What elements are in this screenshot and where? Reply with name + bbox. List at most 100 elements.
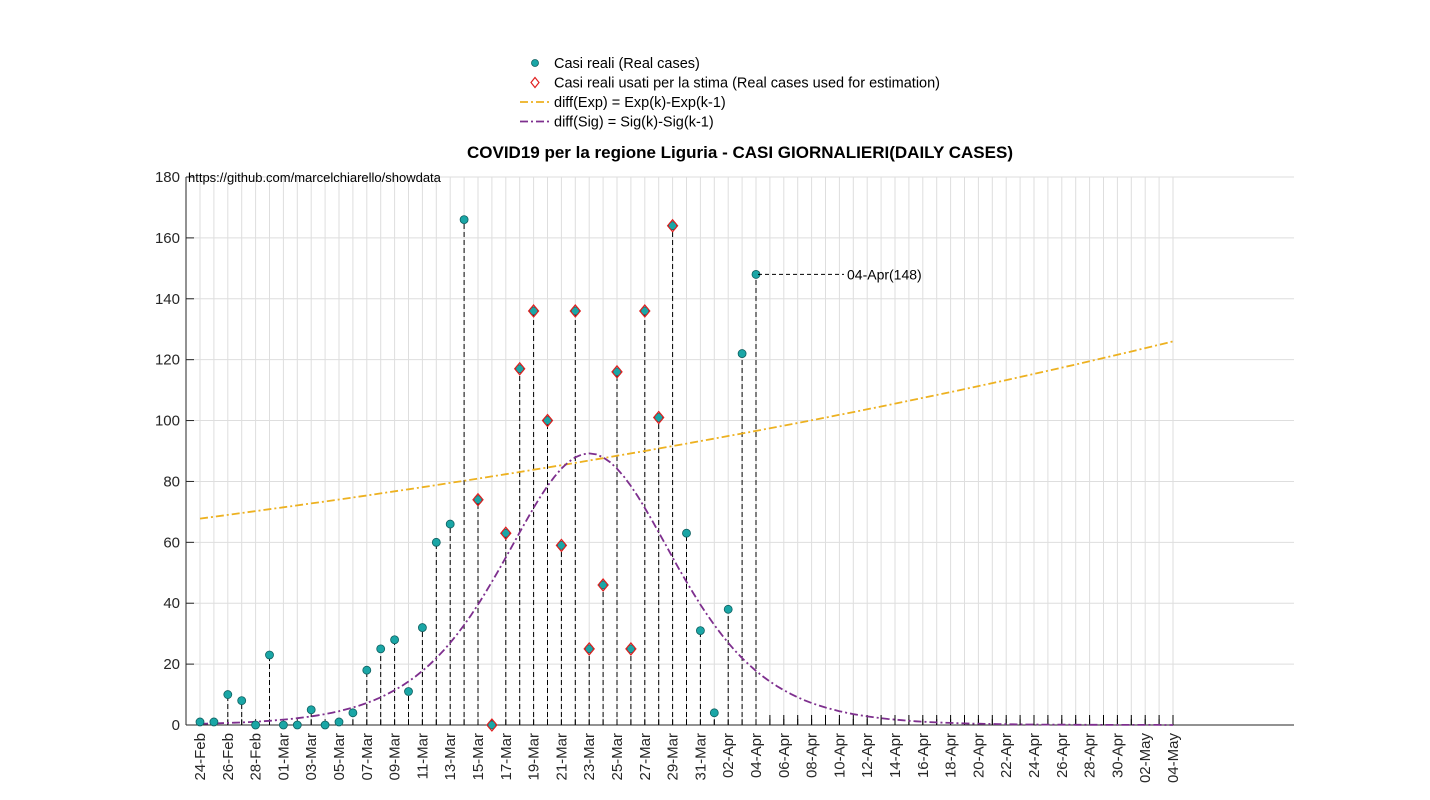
y-tick-label: 80 [163,473,180,490]
y-tick-label: 60 [163,534,180,551]
stems [199,219,1174,725]
real-case-point [195,717,205,727]
real-case-point [251,720,261,730]
real-case-point [487,720,497,730]
x-tick-label: 29-Mar [665,733,682,781]
real-case-point [459,215,469,225]
y-tick-label: 160 [155,230,180,247]
real-case-point [737,349,747,358]
real-case-point [404,687,413,696]
x-tick-label: 27-Mar [637,733,654,781]
estimation-case-marker [639,304,651,318]
fit-curves [199,340,1174,726]
x-tick-label: 17-Mar [498,733,515,781]
real-case-point [473,495,483,505]
real-case-point [668,221,677,231]
real-case-point [431,537,441,547]
real-case-point [598,580,608,590]
estimation-case-marker [527,304,540,318]
x-tick-label: 09-Mar [387,733,404,781]
real-case-point [696,626,705,636]
x-tick-label: 03-Mar [303,733,320,781]
real-case-point [709,708,719,718]
estimation-case-marker [583,641,595,656]
real-case-point [584,644,594,654]
x-tick-label: 23-Mar [581,733,598,781]
estimation-case-marker [486,718,498,732]
x-tick-label: 31-Mar [692,733,709,781]
real-case-point [626,644,636,654]
x-tick-label: 30-Apr [1109,733,1126,778]
y-tick-label: 180 [155,169,180,186]
x-tick-label: 24-Feb [192,733,209,781]
x-tick-label: 04-Apr [748,733,765,778]
real-case-point [209,717,219,727]
sig-curve [199,452,1173,726]
real-case-point [612,367,622,377]
x-tick-label: 12-Apr [859,733,876,778]
real-case-point [417,623,427,632]
estimation-case-marker [555,538,568,553]
x-tick-label: 01-Mar [275,733,292,781]
y-tick-label: 140 [155,291,180,308]
estimation-case-marker [597,578,609,592]
real-case-point [557,540,566,550]
estimation-case-marker [513,361,526,376]
estimation-case-marker [666,218,679,233]
real-case-point [515,364,525,374]
chart-title: COVID19 per la regione Liguria - CASI GI… [467,143,1013,162]
x-tick-label: 13-Mar [442,733,459,781]
real-case-point [682,528,691,538]
real-case-point [348,708,358,718]
x-tick-label: 05-Mar [331,733,348,781]
annotation-label: 04-Apr(148) [847,266,922,282]
real-case-point [390,635,400,645]
x-tick-label: 08-Apr [804,733,821,778]
estimation-case-marker [569,304,582,318]
real-case-point [278,720,288,730]
x-tick-label: 26-Feb [220,733,237,781]
x-tick-label: 16-Apr [915,733,932,778]
x-tick-label: 02-Apr [720,733,737,778]
legend-label: diff(Sig) = Sig(k)-Sig(k-1) [554,115,714,131]
x-tick-label: 02-May [1137,733,1154,784]
legend-label: Casi reali usati per la stima (Real case… [554,76,940,92]
estimation-case-marker [652,410,665,425]
real-case-point [445,519,455,529]
real-case-point [320,720,330,730]
y-tick-label: 40 [163,595,180,612]
real-case-point [237,696,247,706]
real-case-point [362,665,372,675]
estimation-case-marker [611,364,623,379]
x-tick-label: 11-Mar [414,733,431,779]
x-tick-label: 19-Mar [526,733,543,781]
y-tick-label: 120 [155,352,180,369]
x-tick-label: 24-Apr [1026,733,1043,778]
legend: Casi reali (Real cases) Casi reali usati … [520,56,940,131]
real-case-point [334,717,344,727]
x-tick-label: 21-Mar [553,733,570,781]
x-tick-label: 18-Apr [943,733,960,778]
y-tick-label: 0 [172,717,180,734]
x-tick-label: 15-Mar [470,733,487,781]
legend-label: Casi reali (Real cases) [554,56,700,72]
x-tick-label: 25-Mar [609,733,626,781]
legend-symbol-diamond [530,76,540,89]
plot-area [186,177,1294,725]
real-case-point [654,413,664,422]
y-tick-label: 100 [155,413,180,430]
x-tick-label: 06-Apr [776,733,793,778]
x-tick-label: 14-Apr [887,733,904,778]
source-url: https://github.com/marcelchiarello/showd… [188,170,442,185]
tick-labels: 0 20 40 60 80 100 120 140 160 180 24-Feb 26-Feb 28-F… [155,169,1182,783]
x-tick-label: 28-Feb [248,733,265,781]
y-tick-label: 20 [163,656,180,673]
x-tick-label: 28-Apr [1082,733,1099,778]
estimation-case-marker [500,526,512,541]
legend-label: diff(Exp) = Exp(k)-Exp(k-1) [554,95,726,111]
x-tick-label: 10-Apr [831,733,848,778]
estimation-case-marker [541,413,554,428]
legend-symbol-circle [531,59,539,67]
x-tick-label: 22-Apr [998,733,1015,778]
real-case-point [306,705,316,715]
